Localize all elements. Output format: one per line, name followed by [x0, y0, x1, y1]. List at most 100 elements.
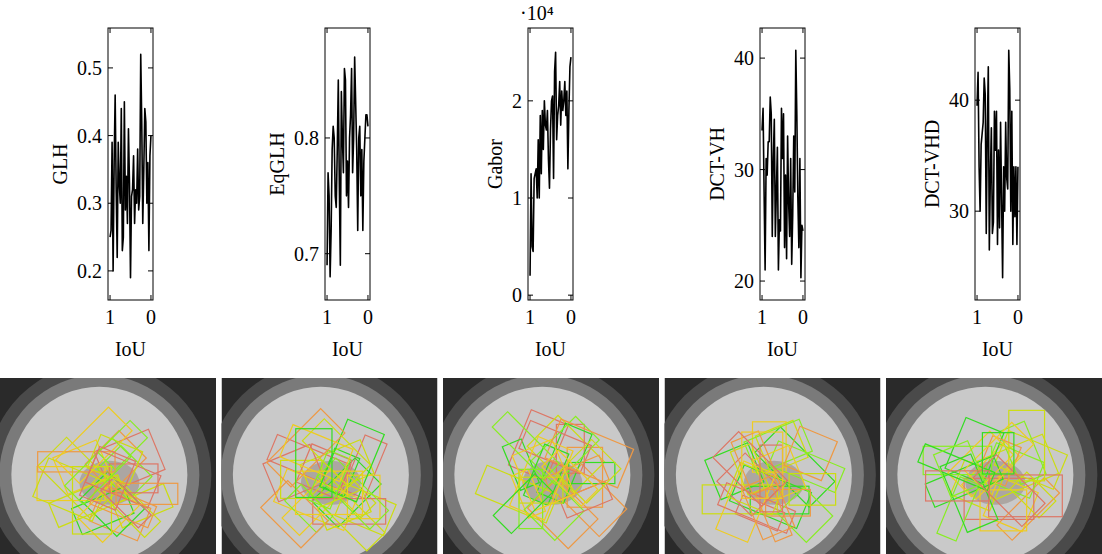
y-tick: [148, 135, 153, 136]
box-overlay: [263, 444, 326, 501]
y-axis-title: EqGLH: [266, 132, 289, 195]
dish-rim: [665, 378, 876, 554]
box-overlay: [560, 481, 613, 518]
y-tick-label: 40: [734, 47, 754, 69]
y-tick: [1015, 100, 1020, 101]
box-overlay: [296, 429, 332, 498]
box-overlay: [285, 484, 333, 532]
x-tick: [570, 295, 571, 300]
x-tick-label: 1: [105, 306, 115, 328]
x-tick: [802, 295, 803, 300]
box-overlay: [524, 480, 584, 540]
box-overlay: [512, 439, 575, 510]
y-tick-label: 30: [949, 200, 969, 222]
y-tick: [108, 135, 113, 136]
y-axis-title: GLH: [49, 143, 71, 184]
y-tick-label: 0.2: [77, 260, 102, 282]
axis-frame: [975, 28, 1020, 300]
chart-panel: 20304010IoUDCT-VH: [706, 28, 808, 360]
dish-rim: [443, 378, 654, 554]
plot-area: [762, 50, 803, 277]
dish-inner: [233, 387, 409, 554]
photo: [222, 378, 438, 554]
x-tick: [150, 28, 151, 33]
x-tick-label: 0: [363, 306, 373, 328]
y-tick: [325, 253, 330, 254]
y-tick-label: 30: [734, 159, 754, 181]
plot-area: [327, 57, 368, 277]
dish-ring: [443, 378, 642, 554]
dish-inner: [676, 387, 852, 554]
x-tick: [1017, 28, 1018, 33]
box-overlay: [493, 474, 553, 534]
box-overlay: [1010, 472, 1056, 518]
box-overlay: [777, 487, 832, 542]
x-tick: [150, 295, 151, 300]
y-tick: [1015, 211, 1020, 212]
box-overlay: [557, 440, 621, 504]
plot-area: [110, 54, 151, 277]
box-overlay: [87, 435, 142, 485]
box-overlay: [267, 409, 345, 487]
y-tick: [148, 203, 153, 204]
x-tick: [367, 295, 368, 300]
dish-rim: [886, 378, 1097, 554]
y-tick-label: 0.4: [77, 125, 102, 147]
data-line: [110, 54, 151, 277]
x-tick: [110, 295, 111, 300]
photo: [665, 378, 881, 554]
plot-area: [530, 52, 571, 275]
y-tick: [800, 169, 805, 170]
box-overlay: [545, 419, 634, 488]
box-overlay: [542, 450, 598, 506]
x-tick: [802, 28, 803, 33]
dish-ring: [886, 378, 1085, 554]
y-tick-label: 0: [512, 284, 522, 306]
data-line: [977, 50, 1018, 278]
y-tick: [760, 169, 765, 170]
y-tick: [528, 198, 533, 199]
y-tick-label: 2: [512, 90, 522, 112]
box-overlay: [789, 474, 836, 506]
box-overlay: [731, 431, 780, 494]
x-axis-title: IoU: [332, 338, 364, 360]
x-tick-label: 1: [322, 306, 332, 328]
x-axis-title: IoU: [115, 338, 147, 360]
y-tick-label: 0.7: [294, 243, 319, 265]
box-overlay: [973, 455, 1045, 527]
y-tick: [975, 100, 980, 101]
dish-inner: [454, 387, 630, 554]
figure: 0.20.30.40.510IoUGLH0.70.810IoUEqGLH0121…: [0, 0, 1102, 554]
x-tick-label: 0: [566, 306, 576, 328]
photo: [443, 378, 659, 554]
y-tick-label: 40: [949, 89, 969, 111]
x-axis-title: IoU: [767, 338, 799, 360]
dish-rim: [0, 378, 211, 554]
x-tick-label: 1: [525, 306, 535, 328]
y-tick: [760, 58, 765, 59]
dish-ring: [222, 378, 421, 554]
x-tick: [530, 28, 531, 33]
x-tick-label: 0: [1013, 306, 1023, 328]
x-tick: [1017, 295, 1018, 300]
axis-frame: [325, 28, 370, 300]
box-overlay: [755, 420, 808, 472]
dish-ring: [0, 378, 199, 554]
box-overlay: [742, 432, 783, 498]
box-overlay: [56, 407, 132, 483]
box-overlay: [296, 471, 363, 514]
box-overlay: [760, 445, 782, 512]
y-tick: [760, 281, 765, 282]
axis-frame: [528, 28, 573, 300]
chart-panel: 0.70.810IoUEqGLH: [266, 28, 373, 360]
box-overlay: [934, 441, 985, 497]
y-tick: [365, 137, 370, 138]
x-tick: [327, 295, 328, 300]
y-tick-label: 1: [512, 187, 522, 209]
box-overlay: [713, 432, 788, 507]
box-overlay: [38, 452, 115, 472]
box-overlay: [492, 412, 559, 479]
x-tick: [762, 28, 763, 33]
y-tick: [148, 67, 153, 68]
y-tick: [568, 198, 573, 199]
